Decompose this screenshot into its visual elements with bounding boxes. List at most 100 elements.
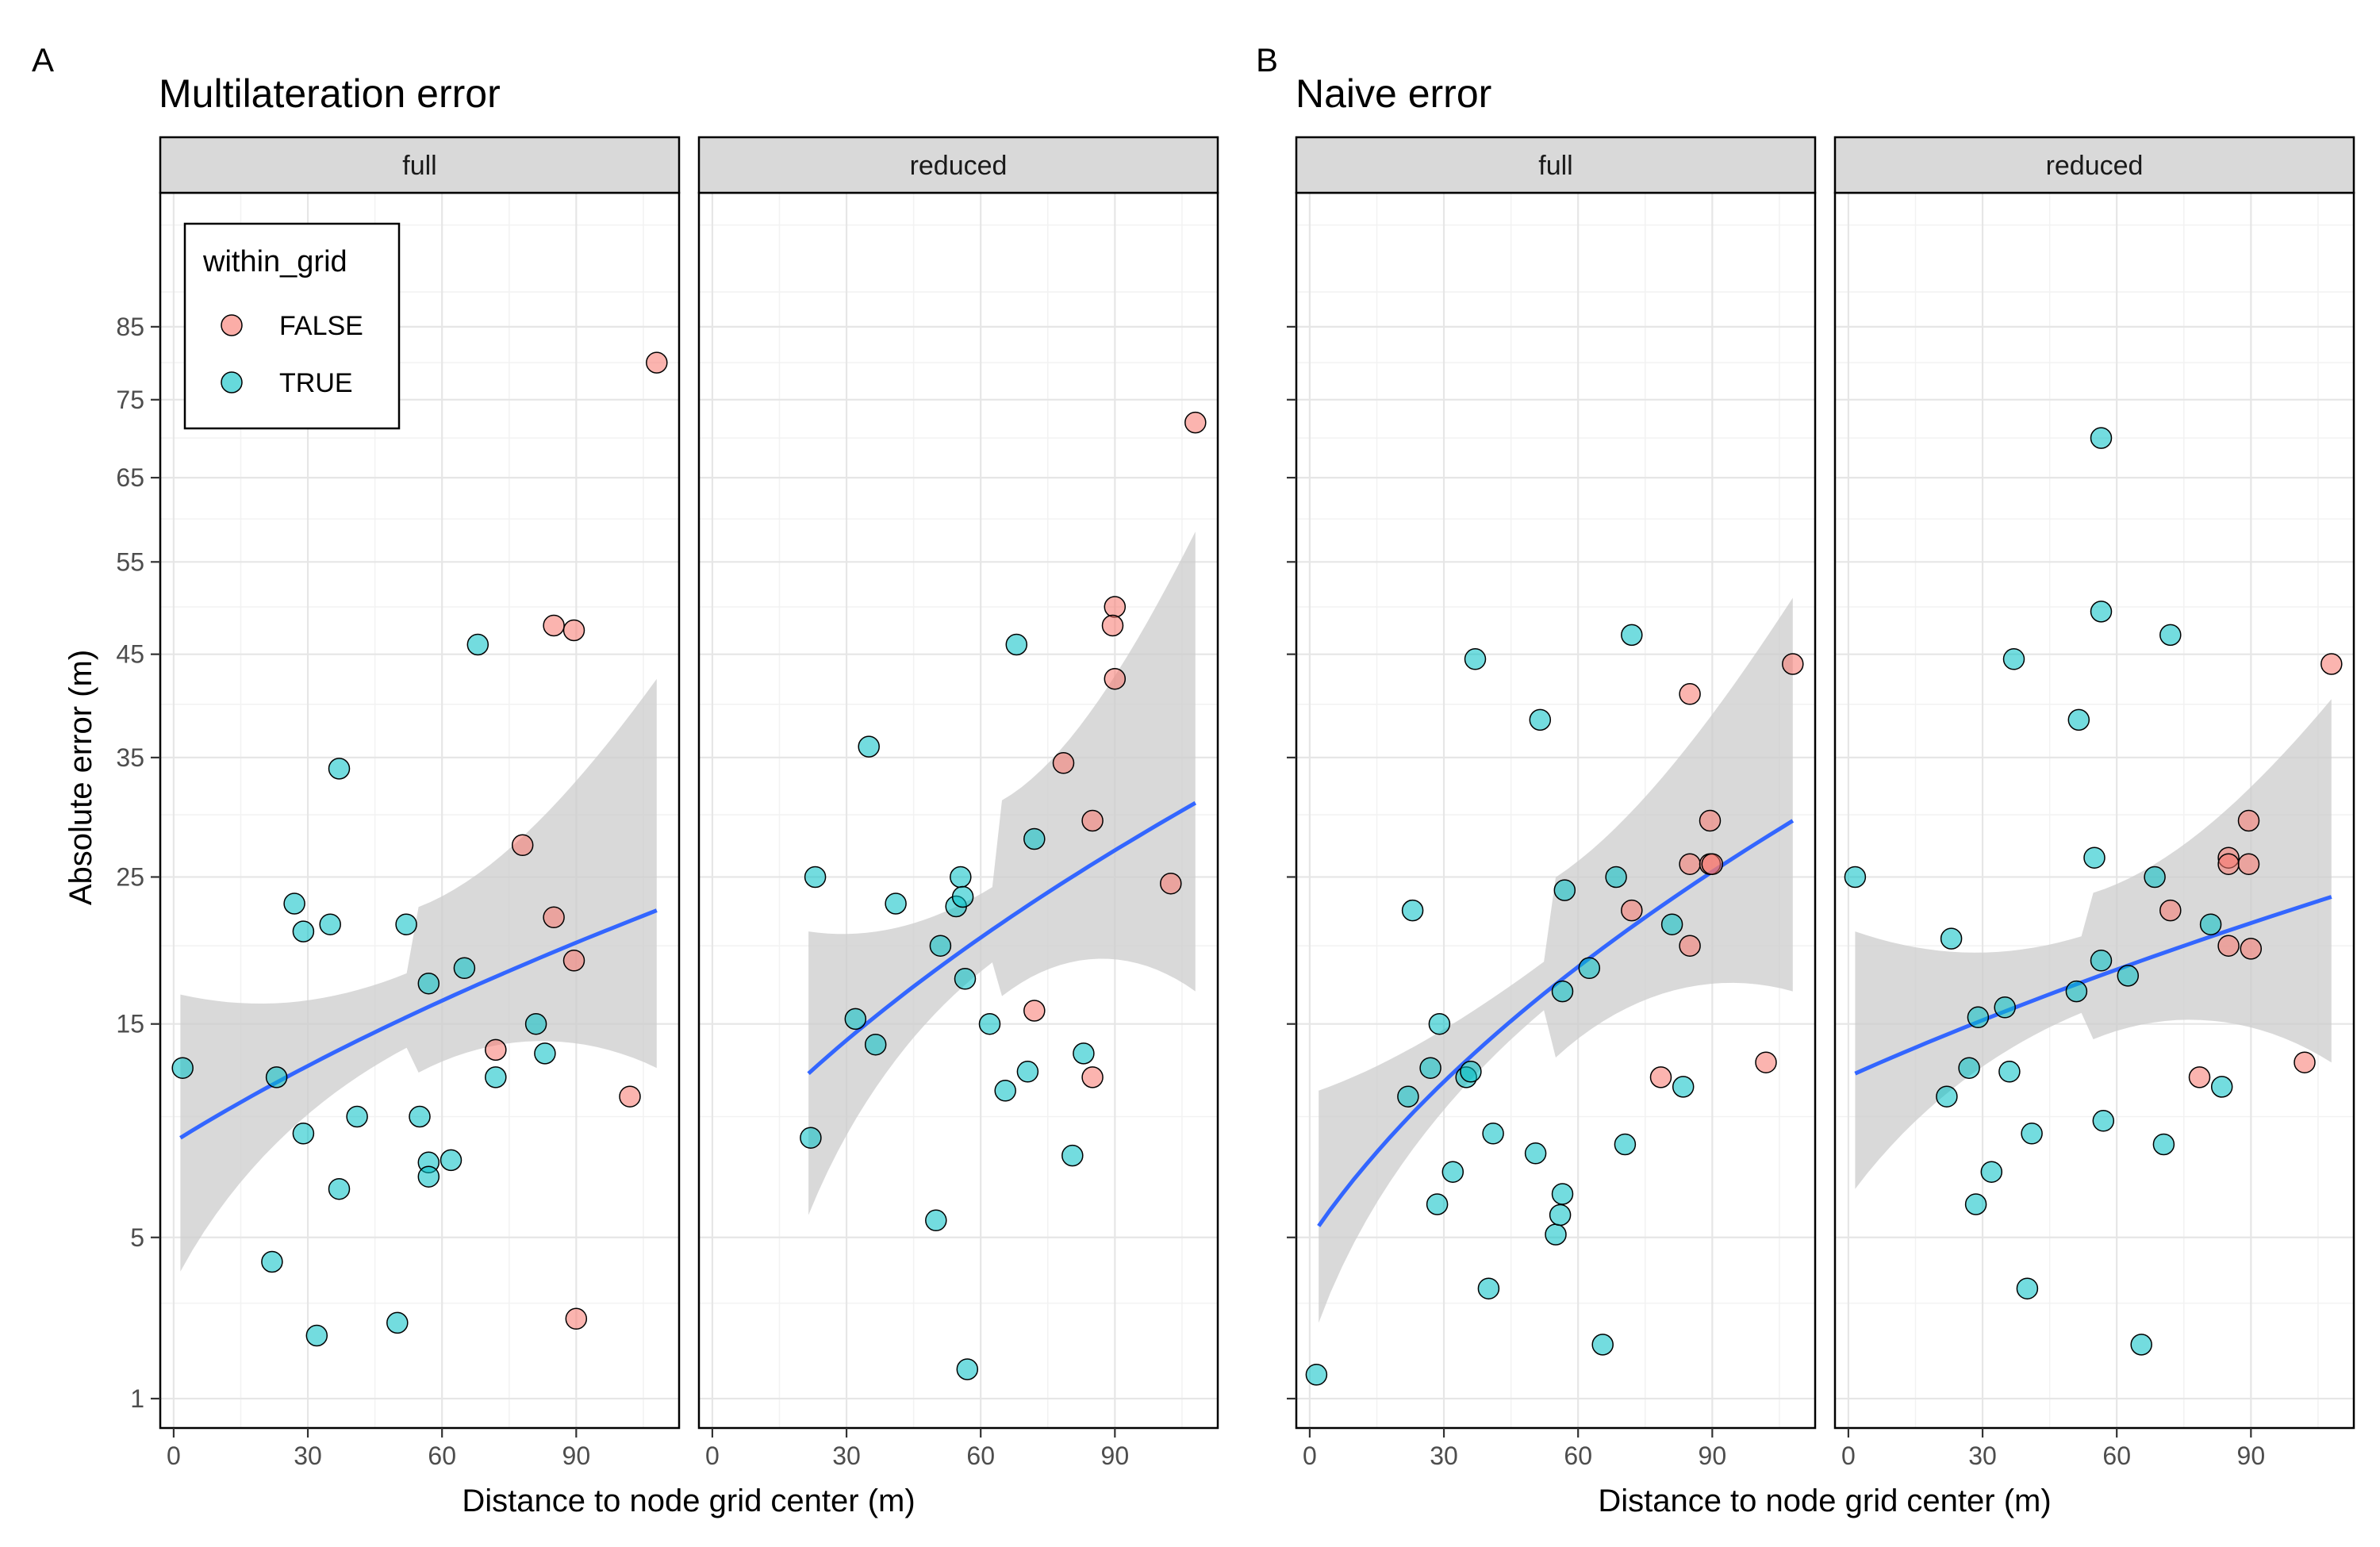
point-true-b-full	[1553, 879, 1576, 901]
point-true-b-reduced	[2130, 1334, 2152, 1356]
x-tick-label-a-reduced: 60	[966, 1441, 995, 1470]
facet-strip-a-reduced	[697, 136, 1219, 194]
point-true-a-full	[319, 913, 341, 935]
point-true-a-reduced	[1005, 633, 1028, 656]
facet-strip-b-reduced	[1833, 136, 2355, 194]
point-true-a-full	[265, 1066, 288, 1088]
point-false-a-reduced	[1052, 752, 1075, 774]
point-true-b-reduced	[2210, 1076, 2233, 1098]
legend-label-false: FALSE	[279, 311, 363, 341]
point-true-b-reduced	[2021, 1123, 2043, 1145]
point-true-a-reduced	[844, 1008, 867, 1031]
point-true-a-full	[386, 1311, 409, 1334]
facet-strip-a-full	[159, 136, 681, 194]
point-true-a-full	[534, 1042, 556, 1065]
point-true-b-reduced	[1936, 1085, 1958, 1107]
x-tick-label-b-full: 30	[1430, 1441, 1458, 1470]
x-tick-label-b-full: 60	[1564, 1441, 1592, 1470]
point-true-a-full	[292, 920, 315, 942]
point-true-b-reduced	[1980, 1161, 2003, 1183]
point-true-b-reduced	[1994, 996, 2016, 1019]
y-tick-label: 25	[116, 862, 144, 891]
point-false-a-full	[485, 1038, 507, 1061]
panel-title-a: Multilateration error	[159, 71, 501, 116]
point-false-b-full	[1679, 853, 1701, 875]
point-true-b-full	[1464, 648, 1487, 670]
point-true-b-reduced	[2002, 648, 2025, 670]
point-false-a-reduced	[1160, 872, 1182, 895]
point-true-b-full	[1551, 980, 1574, 1003]
point-true-a-full	[305, 1324, 328, 1347]
point-true-a-reduced	[864, 1033, 887, 1056]
point-true-b-full	[1605, 866, 1627, 889]
point-true-b-full	[1401, 899, 1424, 922]
point-false-b-reduced	[2320, 653, 2343, 675]
point-true-b-full	[1460, 1061, 1482, 1083]
point-false-b-reduced	[2294, 1051, 2316, 1073]
point-true-b-full	[1551, 1183, 1574, 1205]
legend-box	[183, 222, 401, 430]
point-false-a-full	[619, 1085, 641, 1107]
point-true-a-full	[328, 1177, 351, 1200]
x-tick-label-a-full: 0	[167, 1441, 181, 1470]
point-true-a-reduced	[951, 885, 974, 908]
point-true-a-reduced	[954, 968, 977, 990]
point-true-b-reduced	[1998, 1061, 2021, 1083]
point-false-b-reduced	[2217, 935, 2240, 957]
point-true-b-reduced	[2016, 1277, 2039, 1299]
point-true-a-full	[417, 972, 440, 995]
facet-label-a-full: full	[402, 151, 436, 181]
smooth-line-a-full	[179, 908, 658, 1140]
x-tick-label-b-full: 0	[1303, 1441, 1317, 1470]
point-false-b-full	[1701, 853, 1724, 875]
point-false-b-reduced	[2237, 809, 2260, 832]
point-true-b-full	[1477, 1277, 1500, 1299]
point-true-a-reduced	[804, 866, 827, 889]
point-false-b-full	[1679, 935, 1701, 957]
point-false-b-reduced	[2188, 1066, 2211, 1088]
point-true-b-reduced	[2083, 846, 2106, 869]
y-tick-label: 1	[130, 1384, 144, 1413]
point-true-a-full	[417, 1165, 440, 1188]
x-axis-title-a: Distance to node grid center (m)	[462, 1484, 915, 1518]
x-axis-title-b: Distance to node grid center (m)	[1598, 1484, 2051, 1518]
point-true-a-full	[453, 957, 476, 980]
x-tick-label-a-full: 60	[428, 1441, 456, 1470]
panel-tag-a: A	[32, 41, 54, 79]
point-true-b-reduced	[2090, 601, 2113, 623]
point-true-a-reduced	[925, 1209, 947, 1232]
point-true-b-full	[1545, 1223, 1567, 1246]
point-true-b-reduced	[2092, 1110, 2115, 1132]
panel-tag-b: B	[1256, 41, 1278, 79]
y-tick-label: 35	[116, 743, 144, 772]
point-false-a-full	[543, 614, 565, 637]
point-true-a-reduced	[1061, 1144, 1084, 1167]
point-false-a-reduced	[1081, 809, 1104, 832]
x-tick-label-a-reduced: 90	[1101, 1441, 1130, 1470]
data-points	[171, 351, 2343, 1386]
point-false-b-reduced	[2237, 853, 2260, 875]
point-true-b-full	[1305, 1364, 1328, 1386]
y-tick-label: 75	[116, 386, 144, 414]
point-true-a-reduced	[956, 1358, 979, 1380]
point-false-a-full	[562, 619, 585, 642]
point-true-b-full	[1426, 1193, 1449, 1215]
y-tick-label: 45	[116, 640, 144, 669]
x-tick-label-b-full: 90	[1699, 1441, 1727, 1470]
point-true-a-full	[409, 1105, 431, 1128]
point-true-b-full	[1419, 1057, 1441, 1079]
point-true-b-full	[1397, 1085, 1419, 1107]
point-true-b-reduced	[2090, 427, 2113, 449]
facet-label-b-full: full	[1538, 151, 1572, 181]
x-tick-label-b-reduced: 30	[1968, 1441, 1997, 1470]
point-true-b-full	[1482, 1123, 1504, 1145]
point-true-a-reduced	[950, 866, 972, 889]
point-false-a-full	[646, 351, 668, 374]
point-true-b-full	[1621, 624, 1643, 647]
point-false-b-reduced	[2159, 899, 2182, 922]
point-true-a-reduced	[800, 1127, 822, 1149]
point-true-b-full	[1441, 1161, 1464, 1183]
confidence-band-b-full	[1319, 597, 1793, 1323]
point-true-a-full	[292, 1123, 315, 1145]
